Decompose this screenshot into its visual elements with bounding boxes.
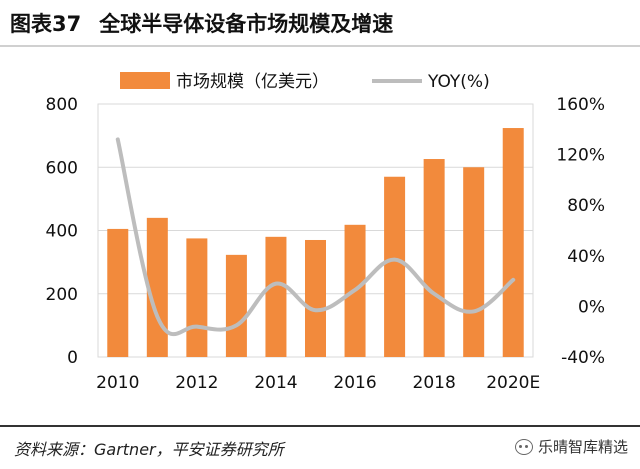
- bar-2014: [265, 236, 287, 357]
- bar-2010: [107, 228, 129, 357]
- x-axis-tick-label: 2014: [254, 373, 297, 393]
- x-axis-tick-label: 2016: [333, 373, 376, 393]
- x-axis-tick-label: 2012: [175, 373, 218, 393]
- left-axis-tick-label: 600: [46, 158, 78, 178]
- title-divider: [0, 45, 640, 47]
- figure-title: 图表37 全球半导体设备市场规模及增速: [10, 8, 393, 38]
- right-axis-tick-label: 40%: [567, 247, 605, 267]
- bar-2018: [423, 159, 445, 357]
- left-axis-tick-label: 800: [46, 95, 78, 115]
- right-axis-tick-label: 120%: [556, 146, 605, 166]
- bar-2017: [384, 176, 406, 357]
- bar-2020E: [502, 128, 524, 357]
- right-axis-tick-label: -40%: [561, 348, 605, 368]
- bar-2015: [305, 239, 326, 357]
- legend-bar-swatch: [120, 72, 170, 89]
- right-axis-tick-label: 80%: [567, 196, 605, 216]
- watermark: 乐晴智库精选: [514, 436, 628, 457]
- source-note: 资料来源：Gartner，平安证券研究所: [14, 440, 284, 459]
- yoy-line: [115, 137, 516, 337]
- bar-2012: [186, 238, 208, 357]
- legend-line-label: YOY(%): [427, 72, 490, 92]
- legend-bar-label: 市场规模（亿美元）: [176, 72, 329, 92]
- figure-title-text: 全球半导体设备市场规模及增速: [99, 12, 394, 36]
- watermark-text: 乐晴智库精选: [537, 438, 628, 456]
- bar-line-chart: 0 200 400 600 800 -40% 0% 40% 80% 120% 160% 2010 201…: [46, 72, 605, 393]
- left-axis-tick-label: 200: [46, 285, 78, 305]
- bar-2013: [225, 254, 247, 357]
- right-axis-tick-label: 0%: [578, 297, 605, 317]
- x-axis-tick-label: 2018: [413, 373, 456, 393]
- x-axis-tick-label: 2020E: [486, 373, 540, 393]
- x-axis-tick-label: 2010: [96, 373, 139, 393]
- right-axis-tick-label: 160%: [556, 95, 605, 115]
- left-axis-tick-label: 0: [67, 348, 78, 368]
- bar-2011: [146, 217, 168, 357]
- wechat-icon: [514, 438, 533, 455]
- figure-label: 图表37: [10, 12, 82, 36]
- left-axis-tick-label: 400: [46, 222, 78, 242]
- bar-2019: [463, 167, 485, 357]
- source-divider: [0, 425, 640, 427]
